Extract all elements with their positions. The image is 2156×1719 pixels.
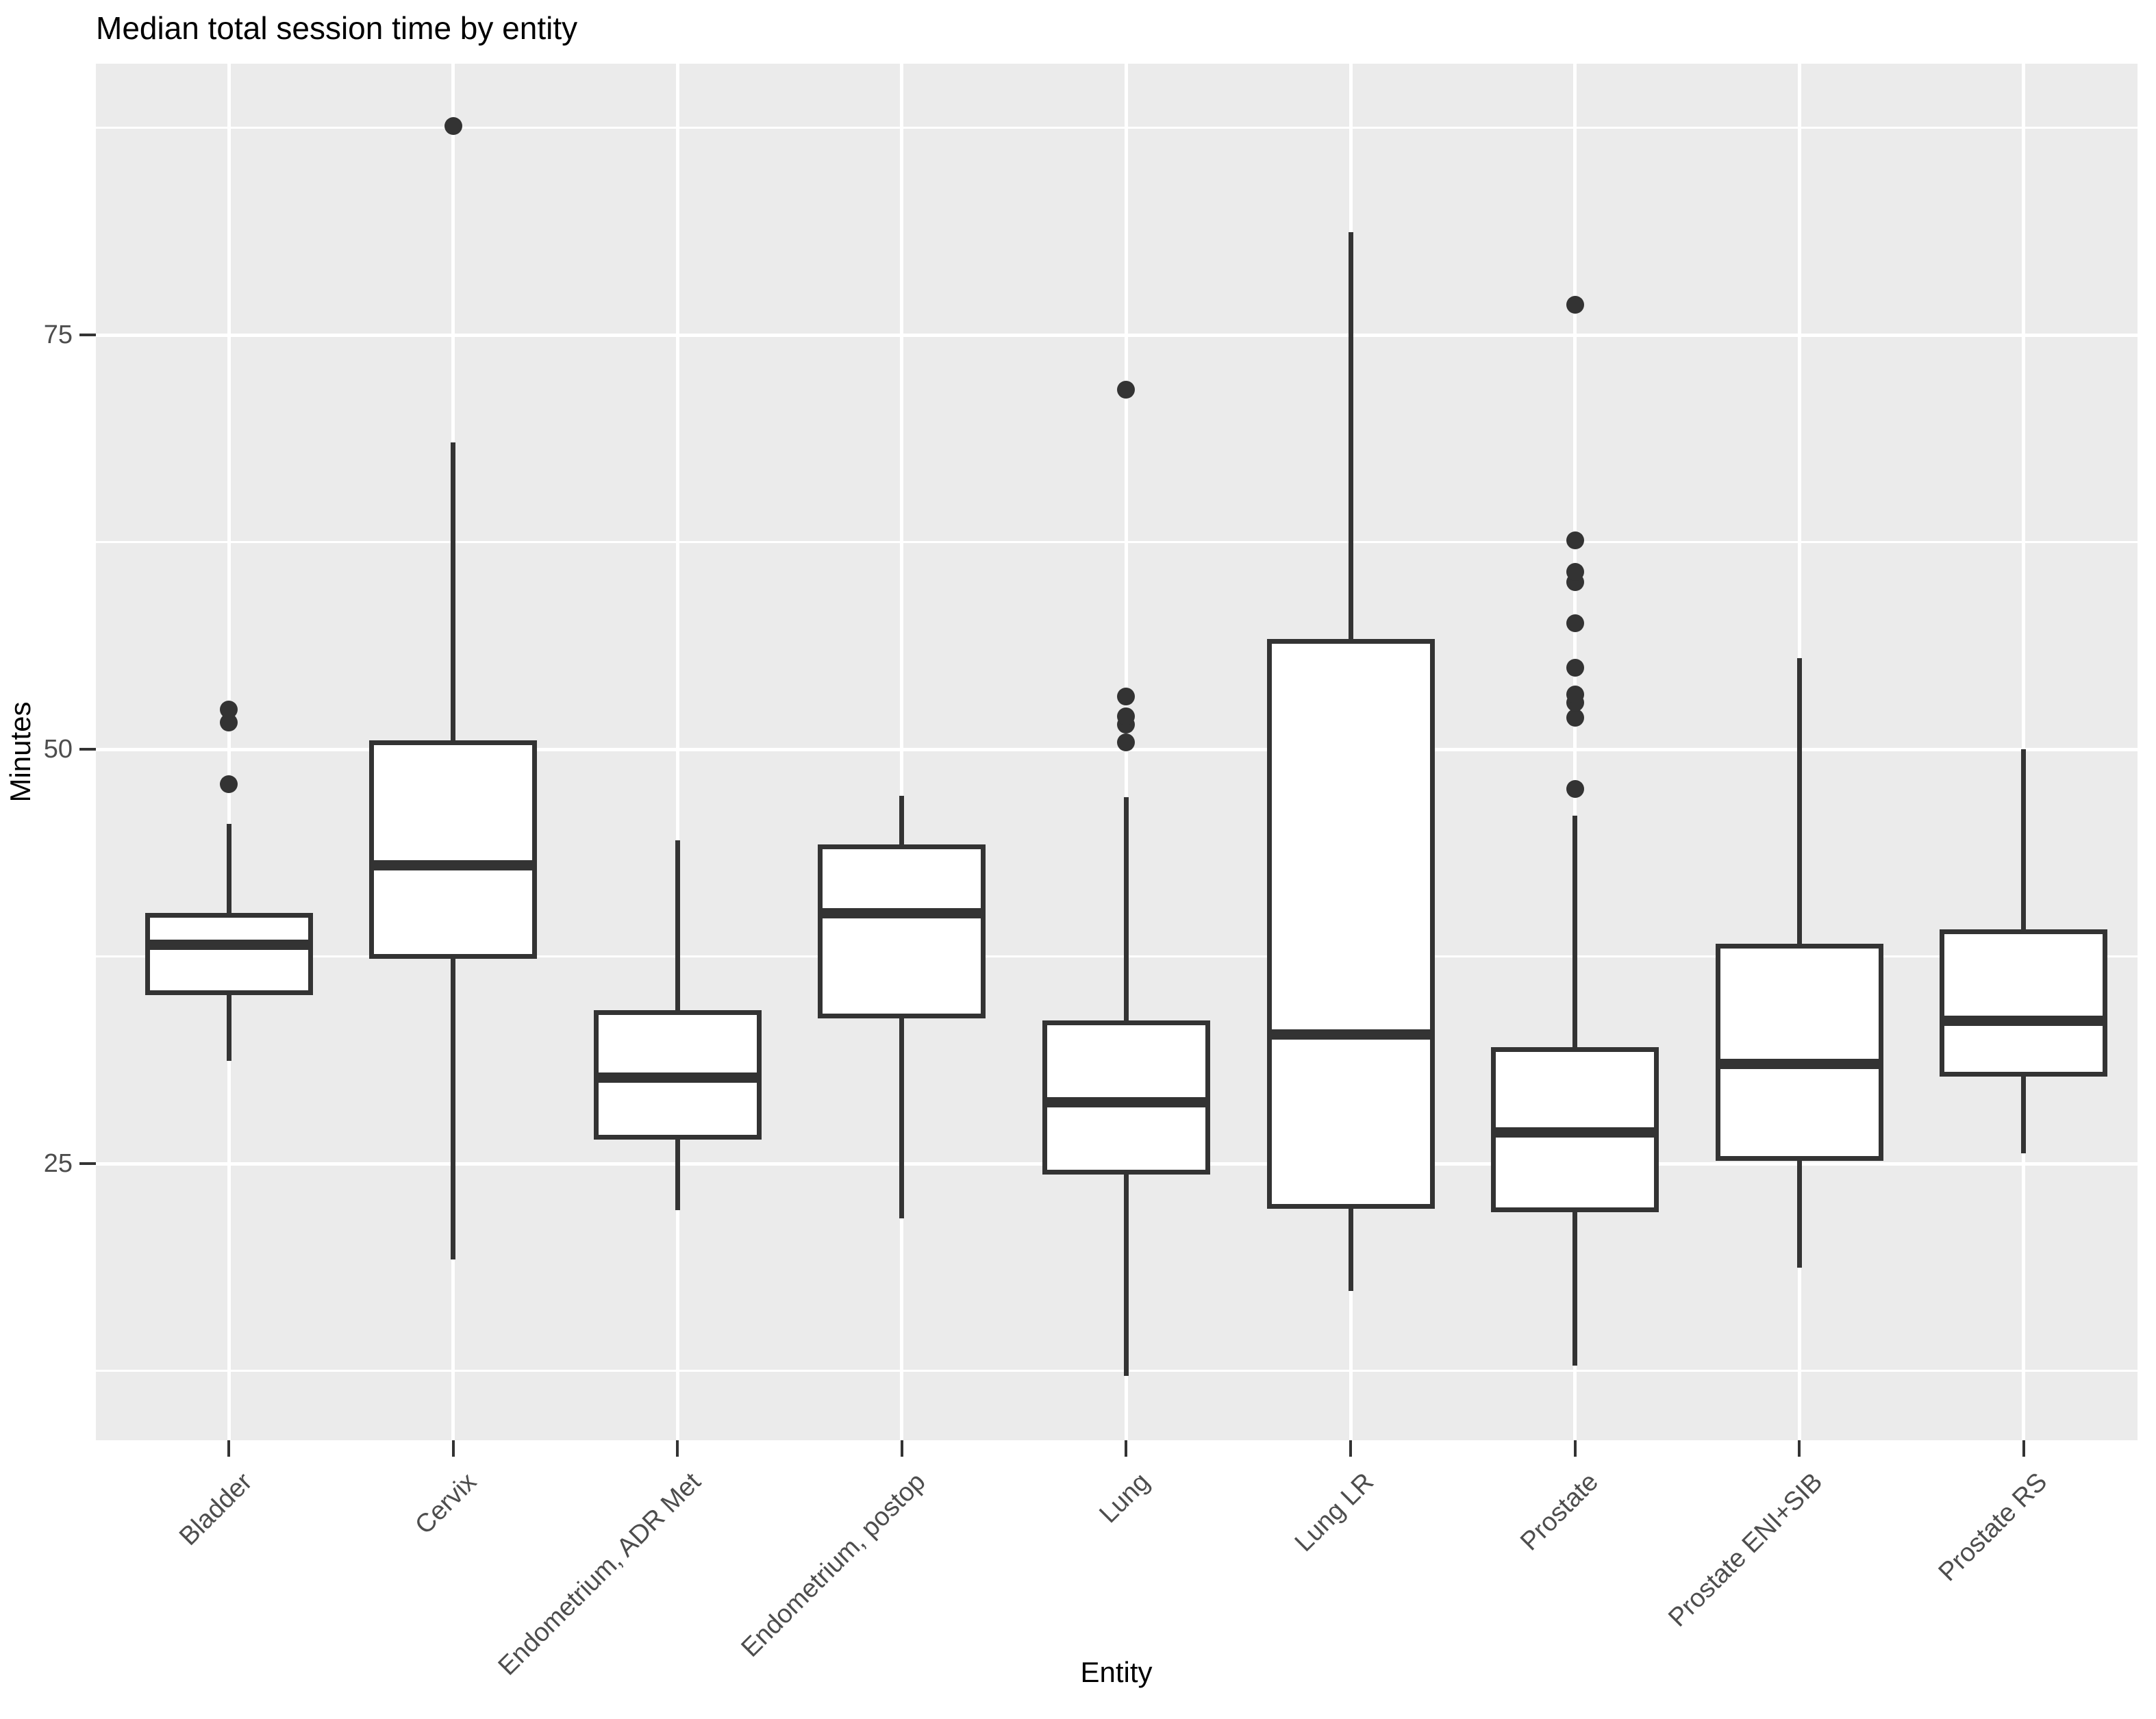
gridline-vertical xyxy=(1124,64,1128,1440)
y-tick-label: 25 xyxy=(43,1149,73,1178)
outlier-dot xyxy=(220,775,238,793)
outlier-dot xyxy=(1566,296,1584,314)
median-line xyxy=(823,908,981,919)
gridline-minor xyxy=(96,1370,2138,1372)
gridline-vertical xyxy=(227,64,231,1440)
x-tick-label: Bladder xyxy=(174,1467,258,1552)
chart-title: Median total session time by entity xyxy=(96,10,578,46)
gridline-major xyxy=(96,747,2138,751)
x-axis-title: Entity xyxy=(1080,1656,1153,1688)
gridline-major xyxy=(96,333,2138,337)
median-line xyxy=(1944,1016,2103,1027)
gridline-minor xyxy=(96,541,2138,543)
median-line xyxy=(1271,1029,1430,1040)
y-tick-label: 50 xyxy=(43,735,73,764)
x-tick-label: Prostate RS xyxy=(1933,1467,2053,1588)
box xyxy=(145,912,313,996)
x-tick-label: Lung LR xyxy=(1290,1467,1380,1557)
median-line xyxy=(598,1072,757,1083)
x-tick-label: Lung xyxy=(1094,1467,1155,1529)
gridline-minor xyxy=(96,127,2138,129)
x-tick-label: Endometrium, ADR Met xyxy=(492,1467,707,1681)
x-tick-mark xyxy=(451,1440,455,1457)
box xyxy=(818,844,986,1019)
box xyxy=(1715,944,1883,1162)
y-tick-mark xyxy=(79,1162,96,1165)
gridline-vertical xyxy=(675,64,679,1440)
outlier-dot xyxy=(1117,707,1136,725)
outlier-dot xyxy=(444,117,462,136)
x-tick-mark xyxy=(1349,1440,1352,1457)
outlier-dot xyxy=(1566,531,1584,550)
outlier-dot xyxy=(1566,614,1584,633)
box xyxy=(1266,639,1435,1209)
median-line xyxy=(1046,1096,1205,1107)
x-tick-mark xyxy=(227,1440,230,1457)
gridline-minor xyxy=(96,955,2138,957)
outlier-dot xyxy=(1566,563,1584,581)
outlier-dot xyxy=(1566,659,1584,677)
y-tick-label: 75 xyxy=(43,321,73,349)
x-tick-mark xyxy=(2022,1440,2025,1457)
outlier-dot xyxy=(220,700,238,718)
x-tick-label: Endometrium, postop xyxy=(736,1467,931,1663)
outlier-dot xyxy=(1117,733,1136,752)
outlier-dot xyxy=(1566,686,1584,704)
gridline-vertical xyxy=(1573,64,1577,1440)
x-tick-mark xyxy=(1798,1440,1801,1457)
y-tick-mark xyxy=(79,748,96,751)
x-tick-mark xyxy=(676,1440,679,1457)
y-tick-mark xyxy=(79,334,96,336)
outlier-dot xyxy=(1566,780,1584,799)
gridline-vertical xyxy=(900,64,904,1440)
plot-panel xyxy=(96,64,2138,1440)
median-line xyxy=(1496,1127,1655,1138)
x-tick-mark xyxy=(1573,1440,1577,1457)
outlier-dot xyxy=(1117,687,1136,705)
x-tick-mark xyxy=(900,1440,903,1457)
x-tick-label: Prostate xyxy=(1515,1467,1605,1557)
x-tick-mark xyxy=(1125,1440,1128,1457)
median-line xyxy=(149,940,308,951)
x-tick-label: Prostate ENI+SIB xyxy=(1663,1467,1829,1633)
outlier-dot xyxy=(1566,709,1584,727)
box xyxy=(369,740,538,959)
median-line xyxy=(374,860,533,870)
x-tick-label: Cervix xyxy=(410,1467,483,1540)
outlier-dot xyxy=(1117,380,1136,399)
median-line xyxy=(1720,1059,1879,1070)
box xyxy=(1940,929,2108,1077)
